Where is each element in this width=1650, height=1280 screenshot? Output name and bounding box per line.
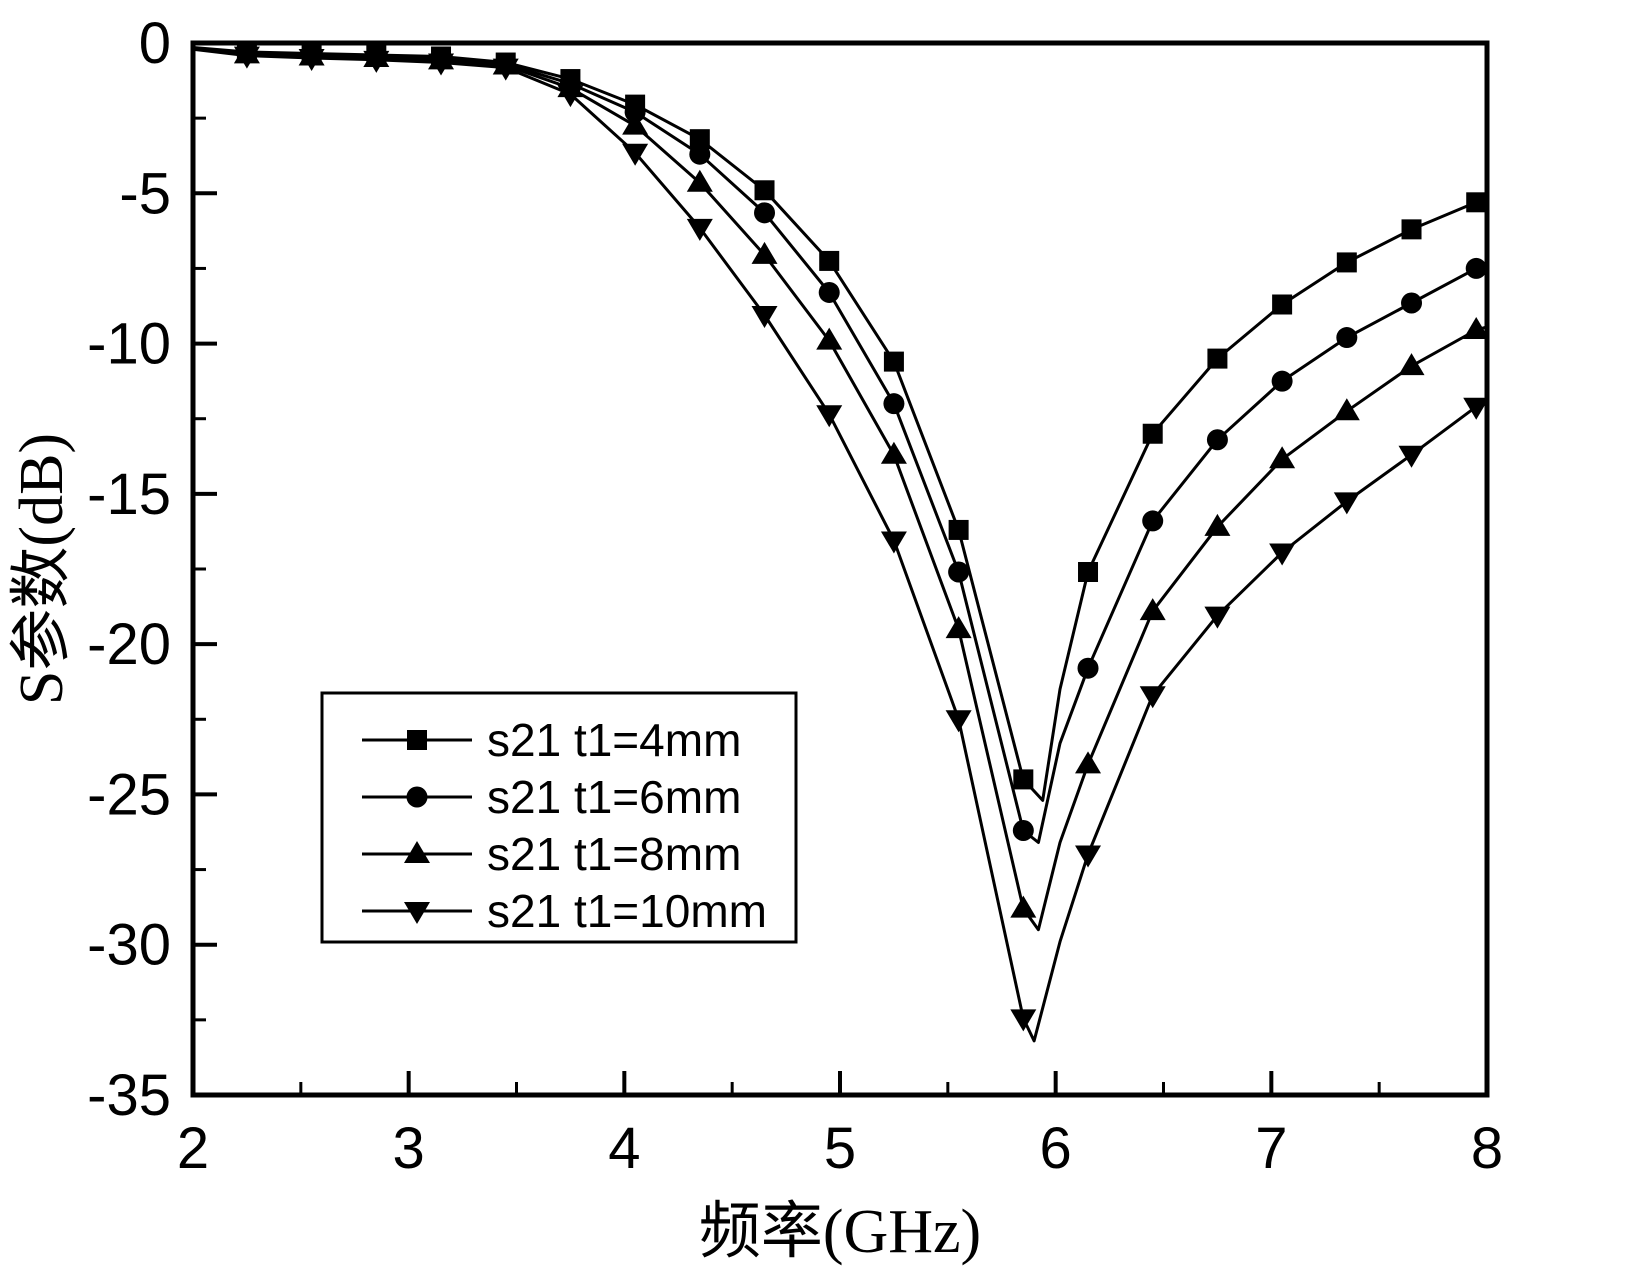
marker-square xyxy=(819,250,840,271)
marker-triangle-up xyxy=(1333,398,1360,421)
marker-circle xyxy=(1077,657,1099,679)
marker-triangle-up xyxy=(686,169,713,192)
x-tick-label: 7 xyxy=(1255,1116,1287,1181)
marker-triangle-up xyxy=(1398,353,1425,376)
marker-triangle-down xyxy=(751,306,778,329)
marker-circle xyxy=(1271,370,1293,392)
marker-triangle-down xyxy=(1333,492,1360,515)
marker-square xyxy=(1207,348,1228,369)
marker-triangle-up xyxy=(751,241,778,264)
marker-square xyxy=(754,180,775,201)
marker-circle xyxy=(624,101,646,123)
marker-triangle-down xyxy=(945,710,972,733)
marker-triangle-down xyxy=(622,143,649,166)
marker-circle xyxy=(1465,257,1487,279)
marker-square xyxy=(1078,562,1099,583)
marker-triangle-down xyxy=(1463,397,1490,420)
series-line-1 xyxy=(192,46,1488,802)
marker-square xyxy=(1401,219,1422,240)
y-tick-label: -5 xyxy=(119,161,171,226)
marker-circle xyxy=(883,393,905,415)
y-tick-label: -35 xyxy=(87,1063,171,1128)
x-axis-title: 频率(GHz) xyxy=(699,1198,981,1266)
marker-square xyxy=(1466,192,1487,213)
legend-label: s21 t1=6mm xyxy=(487,771,741,823)
legend-label: s21 t1=10mm xyxy=(487,885,767,937)
series-line-2 xyxy=(192,46,1488,844)
marker-triangle-up xyxy=(1204,513,1231,536)
marker-triangle-down xyxy=(1398,445,1425,468)
y-tick-label: -30 xyxy=(87,913,171,978)
marker-triangle-down xyxy=(1269,543,1296,566)
marker-triangle-down xyxy=(492,58,519,81)
legend-marker-circle xyxy=(406,786,428,808)
marker-circle xyxy=(1336,327,1358,349)
marker-square xyxy=(948,519,969,540)
marker-square xyxy=(883,351,904,372)
marker-circle xyxy=(1012,819,1034,841)
marker-triangle-up xyxy=(1010,895,1037,918)
marker-triangle-down xyxy=(1204,606,1231,629)
marker-square xyxy=(1272,294,1293,315)
y-tick-label: -10 xyxy=(87,312,171,377)
y-axis-title: S参数(dB) xyxy=(8,433,76,705)
marker-circle xyxy=(1206,429,1228,451)
legend-border xyxy=(320,691,798,944)
x-tick-label: 6 xyxy=(1040,1116,1072,1181)
marker-square xyxy=(689,129,710,150)
marker-circle xyxy=(754,202,776,224)
series-line-3 xyxy=(192,47,1488,932)
marker-triangle-up xyxy=(880,441,907,464)
y-tick-label: -15 xyxy=(87,462,171,527)
marker-triangle-down xyxy=(816,405,843,428)
marker-circle xyxy=(948,561,970,583)
marker-triangle-up xyxy=(816,327,843,350)
marker-triangle-down xyxy=(1075,845,1102,868)
marker-triangle-down xyxy=(557,85,584,108)
marker-triangle-down xyxy=(1010,1009,1037,1032)
x-tick-label: 8 xyxy=(1471,1116,1503,1181)
marker-circle xyxy=(1401,292,1423,314)
marker-triangle-down xyxy=(1139,686,1166,709)
marker-triangle-up xyxy=(1075,751,1102,774)
marker-triangle-up xyxy=(622,112,649,135)
legend-marker-square xyxy=(407,730,427,750)
marker-square xyxy=(1013,769,1034,790)
legend-label: s21 t1=4mm xyxy=(487,714,741,766)
marker-triangle-up xyxy=(945,616,972,639)
legend-marker-triangle-up xyxy=(404,841,430,863)
marker-triangle-down xyxy=(363,50,390,73)
marker-triangle-up xyxy=(1463,317,1490,340)
marker-triangle-up xyxy=(1139,598,1166,621)
marker-circle xyxy=(1142,510,1164,532)
series-markers xyxy=(233,41,1490,1032)
y-tick-label: -25 xyxy=(87,762,171,827)
x-tick-label: 5 xyxy=(824,1116,856,1181)
marker-square xyxy=(1336,252,1357,273)
legend-marker-triangle-down xyxy=(404,902,430,924)
legend-label: s21 t1=8mm xyxy=(487,828,741,880)
x-tick-label: 2 xyxy=(177,1116,209,1181)
x-tick-label: 4 xyxy=(608,1116,640,1181)
y-tick-label: 0 xyxy=(139,11,171,76)
marker-circle xyxy=(689,143,711,165)
axis-ticks xyxy=(191,41,1489,1097)
marker-triangle-down xyxy=(686,218,713,241)
marker-square xyxy=(1142,423,1163,444)
y-tick-label: -20 xyxy=(87,612,171,677)
marker-triangle-down xyxy=(880,531,907,554)
x-tick-label: 3 xyxy=(393,1116,425,1181)
marker-triangle-up xyxy=(1269,446,1296,469)
axis-tick-labels: 2 3 4 5 6 7 8 0 -5 -10 -15 -20 -25 -30 -35 xyxy=(87,11,1503,1181)
marker-triangle-down xyxy=(298,49,325,72)
marker-circle xyxy=(818,281,840,303)
marker-triangle-down xyxy=(233,46,260,69)
marker-triangle-down xyxy=(428,53,455,76)
